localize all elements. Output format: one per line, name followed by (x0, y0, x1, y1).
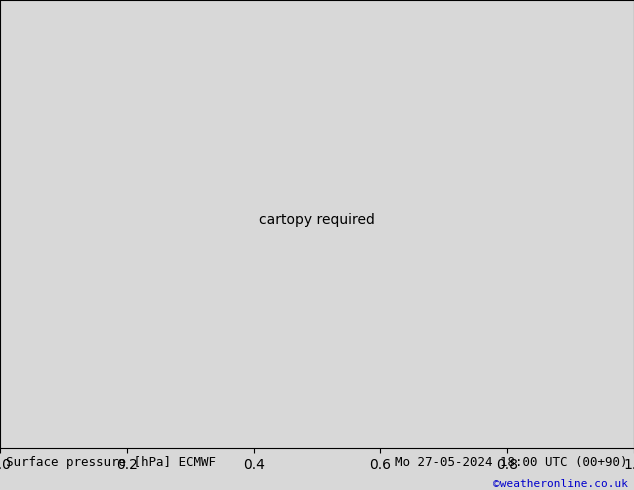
Text: cartopy required: cartopy required (259, 213, 375, 227)
Text: Surface pressure [hPa] ECMWF: Surface pressure [hPa] ECMWF (6, 456, 216, 469)
Text: Mo 27-05-2024 18:00 UTC (00+90): Mo 27-05-2024 18:00 UTC (00+90) (395, 456, 628, 469)
Text: ©weatheronline.co.uk: ©weatheronline.co.uk (493, 479, 628, 489)
